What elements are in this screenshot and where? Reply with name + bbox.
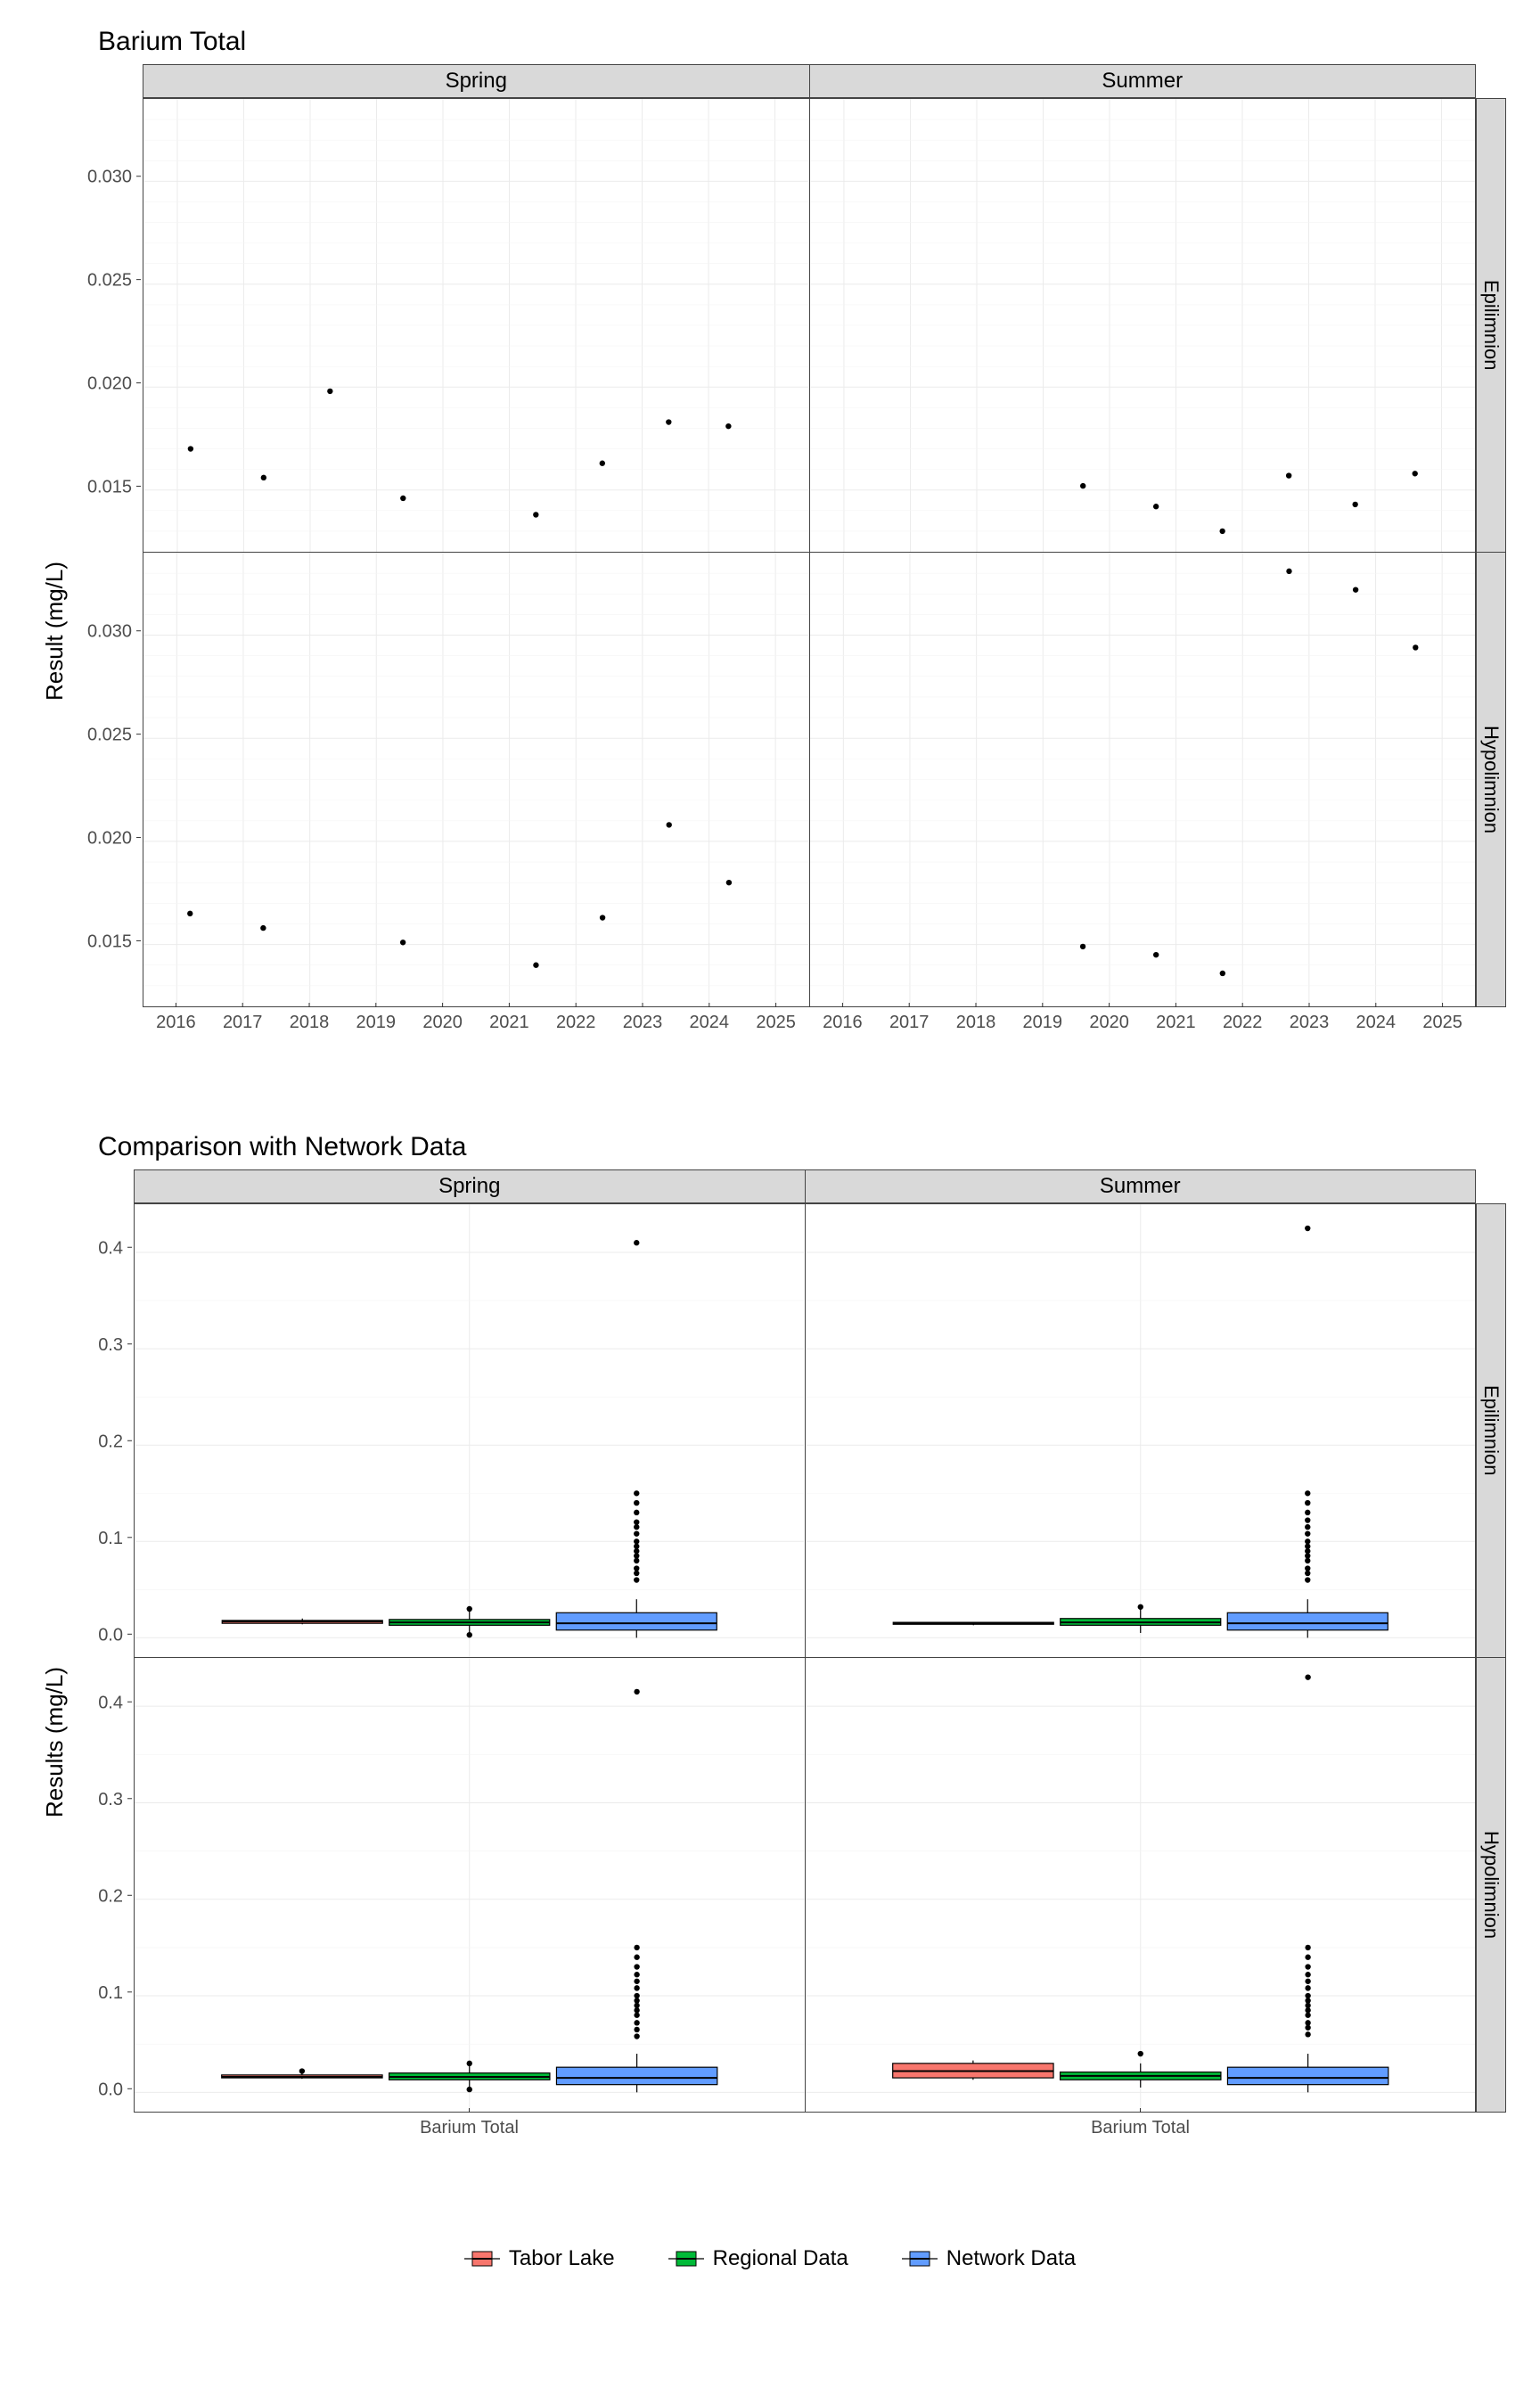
box-section: Comparison with Network Data Results (mg… [36,1132,1504,2202]
bpanel-spring-hypo [134,1658,806,2113]
svg-text:0.0: 0.0 [98,1625,123,1645]
legend-tabor-label: Tabor Lake [509,2246,615,2271]
svg-text:0.020: 0.020 [87,374,132,394]
svg-text:0.3: 0.3 [98,1790,123,1809]
svg-text:Barium Total: Barium Total [1091,2118,1190,2138]
panel-spring-hypo [143,553,810,1007]
box-yaxis: 0.0 0.1 0.2 0.3 0.4 0.0 0.1 0.2 0.3 0.4 [36,1168,134,2113]
svg-text:0.015: 0.015 [87,477,132,496]
svg-text:2025: 2025 [1422,1013,1462,1032]
legend-key-regional [668,2249,704,2269]
scatter-col-summer: Summer [810,64,1477,98]
legend-key-tabor [464,2249,500,2269]
svg-text:2024: 2024 [1356,1013,1397,1032]
svg-text:0.3: 0.3 [98,1335,123,1355]
svg-text:2016: 2016 [823,1013,863,1032]
bpanel-summer-hypo [806,1658,1477,2113]
panel-summer-epi [810,98,1477,553]
svg-text:2018: 2018 [956,1013,996,1032]
svg-text:2023: 2023 [1290,1013,1330,1032]
svg-text:0.2: 0.2 [98,1886,123,1906]
svg-text:Barium Total: Barium Total [420,2118,519,2138]
box-xaxis: Barium Total Barium Total [134,2108,1506,2153]
svg-text:2019: 2019 [356,1013,397,1032]
legend-network-label: Network Data [946,2246,1076,2271]
svg-text:0.4: 0.4 [98,1238,123,1258]
box-row-epi: Epilimnion [1476,1203,1506,1658]
svg-text:2025: 2025 [756,1013,796,1032]
box-col-spring: Spring [134,1169,806,1203]
scatter-col-spring: Spring [143,64,810,98]
svg-text:2016: 2016 [156,1013,196,1032]
svg-text:2022: 2022 [556,1013,596,1032]
legend-regional-label: Regional Data [713,2246,848,2271]
svg-text:0.1: 0.1 [98,1529,123,1548]
svg-text:2017: 2017 [889,1013,929,1032]
legend-key-network [902,2249,938,2269]
bpanel-spring-epi [134,1203,806,1658]
svg-text:2021: 2021 [1156,1013,1196,1032]
svg-text:0.2: 0.2 [98,1432,123,1451]
scatter-xaxis: 2016 2017 2018 2019 2020 2021 2022 2023 2024 2025… [143,1003,1506,1047]
legend-regional: Regional Data [668,2246,848,2271]
bpanel-summer-epi [806,1203,1477,1658]
svg-text:0.030: 0.030 [87,622,132,642]
svg-text:2017: 2017 [223,1013,263,1032]
svg-text:2021: 2021 [489,1013,529,1032]
svg-text:2022: 2022 [1223,1013,1263,1032]
box-col-summer: Summer [806,1169,1477,1203]
svg-text:2018: 2018 [290,1013,330,1032]
box-title: Comparison with Network Data [98,1132,1504,1162]
svg-text:2020: 2020 [422,1013,462,1032]
panel-spring-epi [143,98,810,553]
svg-text:0.025: 0.025 [87,726,132,745]
svg-text:0.015: 0.015 [87,931,132,951]
svg-text:0.020: 0.020 [87,829,132,849]
svg-text:2024: 2024 [690,1013,730,1032]
svg-text:0.4: 0.4 [98,1693,123,1712]
legend: Tabor Lake Regional Data Network Data [36,2246,1504,2271]
svg-text:0.030: 0.030 [87,168,132,187]
legend-tabor: Tabor Lake [464,2246,615,2271]
scatter-row-epi: Epilimnion [1476,98,1506,553]
svg-text:0.0: 0.0 [98,2080,123,2099]
panel-summer-hypo [810,553,1477,1007]
svg-text:2019: 2019 [1023,1013,1063,1032]
scatter-row-hypo: Hypolimnion [1476,553,1506,1007]
legend-network: Network Data [902,2246,1076,2271]
page: Barium Total Result (mg/L) Spring Summer… [0,0,1540,2396]
svg-text:0.1: 0.1 [98,1983,123,2003]
svg-text:2023: 2023 [623,1013,663,1032]
box-row-hypo: Hypolimnion [1476,1658,1506,2113]
scatter-section: Barium Total Result (mg/L) Spring Summer… [36,27,1504,1096]
scatter-yaxis: 0.015 0.020 0.025 0.030 0.015 0.020 0.025 0.030 [36,62,143,1007]
svg-text:2020: 2020 [1089,1013,1129,1032]
scatter-title: Barium Total [98,27,1504,57]
svg-text:0.025: 0.025 [87,271,132,291]
